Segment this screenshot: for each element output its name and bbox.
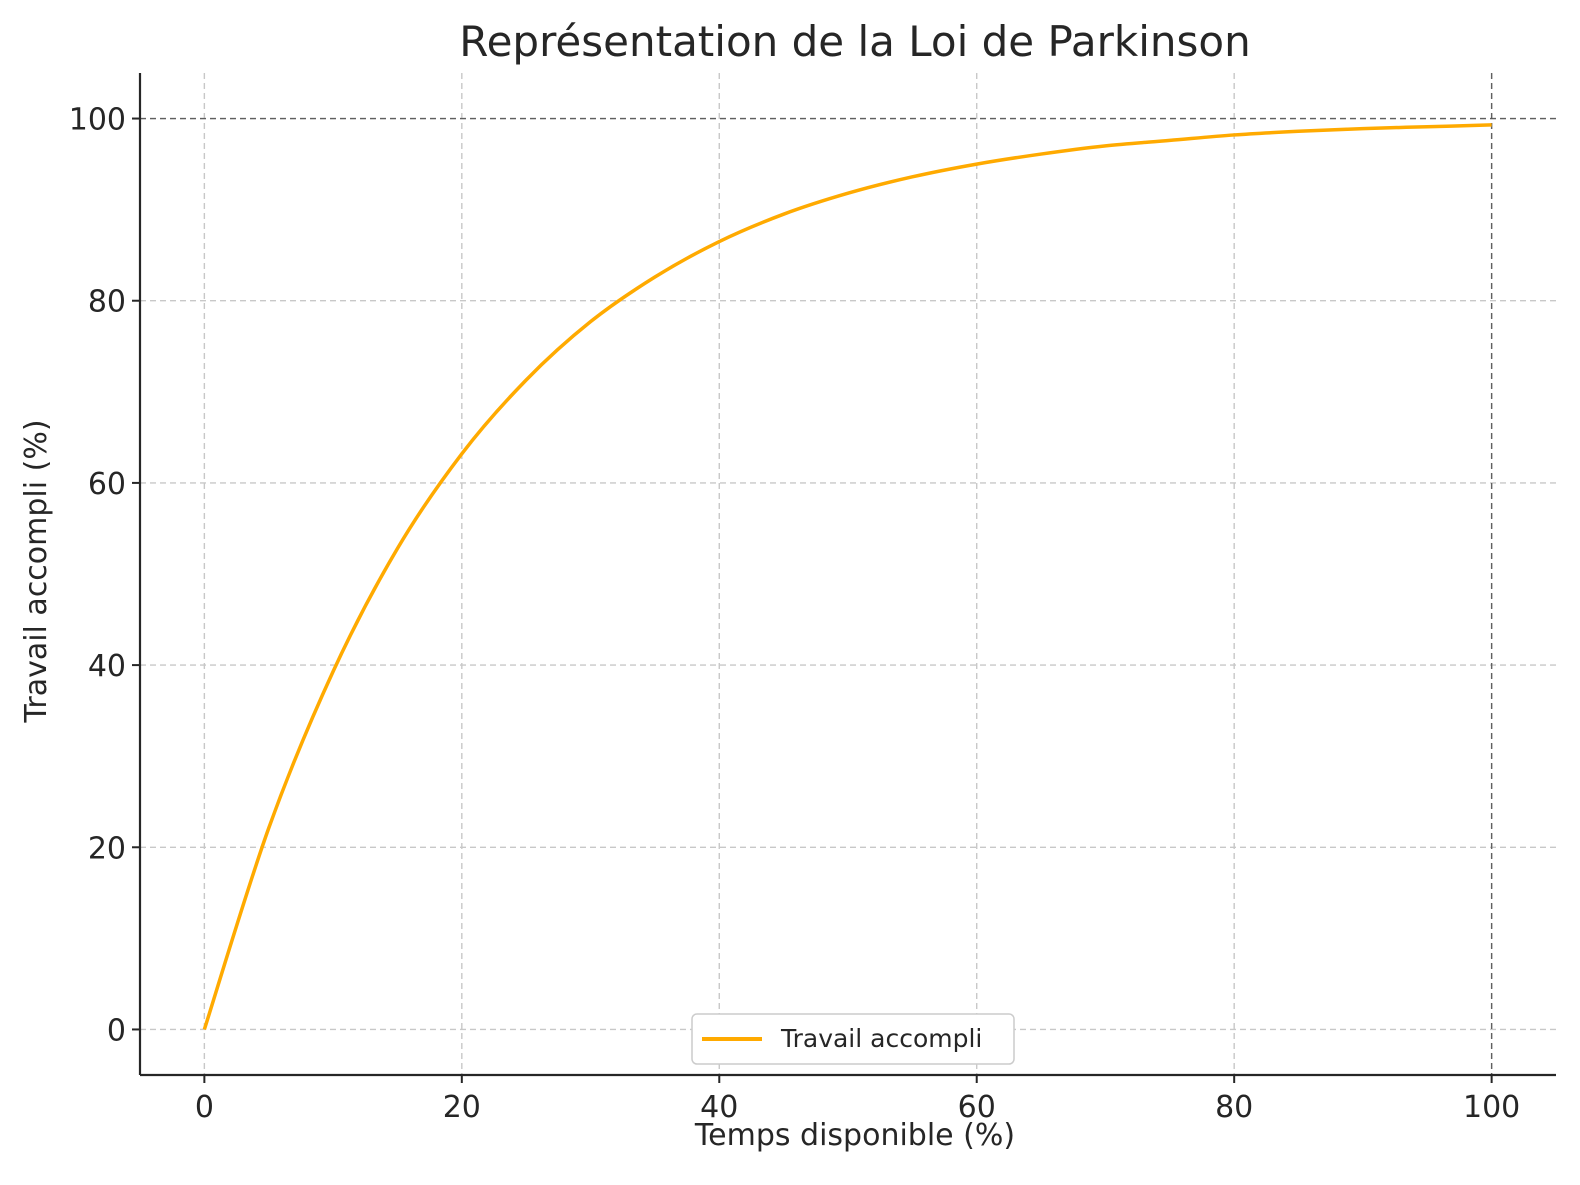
tick-labels: 0 20 40 60 80 100 0 20 40 60 80 100 [69, 103, 1521, 1125]
y-tick-label: 20 [88, 831, 126, 866]
axes [132, 73, 1556, 1083]
y-axis-label: Travail accompli (%) [19, 419, 54, 723]
x-axis-label: Temps disponible (%) [694, 1118, 1015, 1153]
y-tick-label: 0 [107, 1013, 126, 1048]
legend-label: Travail accompli [780, 1024, 982, 1053]
x-tick-label: 60 [958, 1090, 996, 1125]
x-tick-label: 0 [195, 1090, 214, 1125]
y-tick-label: 100 [69, 103, 126, 138]
legend-box [691, 1013, 1015, 1065]
y-tick-label: 40 [88, 649, 126, 684]
grid-lines [140, 73, 1556, 1075]
x-tick-label: 40 [700, 1090, 738, 1125]
chart-title: Représentation de la Loi de Parkinson [459, 17, 1250, 66]
series-line-travail-accompli [202, 123, 1492, 1030]
x-tick-label: 80 [1215, 1090, 1253, 1125]
y-tick-label: 60 [88, 467, 126, 502]
y-tick-label: 80 [88, 285, 126, 320]
x-tick-label: 20 [443, 1090, 481, 1125]
legend: Travail accompli [691, 1013, 1015, 1065]
x-tick-label: 100 [1463, 1090, 1520, 1125]
reference-lines [140, 73, 1556, 1075]
series-layer [202, 123, 1492, 1030]
